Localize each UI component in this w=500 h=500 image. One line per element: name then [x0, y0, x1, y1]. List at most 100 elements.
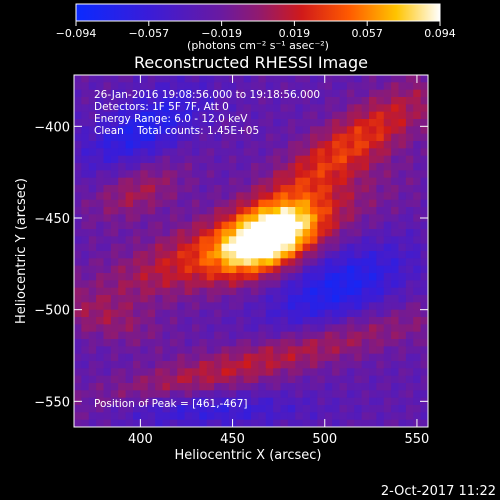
heatmap-cell	[140, 155, 149, 164]
heatmap-cell	[228, 82, 237, 91]
heatmap-cell	[221, 368, 230, 377]
heatmap-cell	[140, 119, 149, 127]
heatmap-cell	[324, 82, 333, 91]
heatmap-cell	[96, 405, 104, 413]
heatmap-cell	[162, 324, 171, 333]
heatmap-cell	[324, 243, 333, 252]
heatmap-cell	[103, 317, 112, 325]
heatmap-cell	[155, 302, 163, 311]
heatmap-cell	[88, 163, 97, 171]
heatmap-cell	[118, 295, 127, 303]
heatmap-cell	[405, 251, 414, 259]
heatmap-cell	[413, 390, 422, 399]
heatmap-cell	[369, 280, 377, 289]
heatmap-cell	[206, 185, 215, 193]
heatmap-cell	[398, 251, 407, 259]
heatmap-cell	[169, 251, 178, 259]
heatmap-cell	[376, 324, 385, 333]
heatmap-cell	[192, 199, 200, 208]
heatmap-cell	[125, 199, 134, 208]
heatmap-cell	[74, 295, 82, 303]
heatmap-cell	[339, 353, 348, 362]
heatmap-cell	[398, 229, 407, 237]
heatmap-cell	[354, 119, 363, 127]
heatmap-cell	[273, 353, 281, 362]
x-tick-label: 400	[128, 432, 153, 447]
heatmap-cell	[133, 75, 141, 83]
heatmap-cell	[398, 273, 407, 281]
heatmap-cell	[273, 368, 281, 377]
heatmap-cell	[88, 295, 97, 303]
heatmap-cell	[310, 185, 318, 193]
heatmap-cell	[332, 375, 340, 384]
heatmap-cell	[287, 390, 296, 399]
heatmap-cell	[162, 346, 171, 355]
heatmap-cell	[258, 229, 267, 237]
heatmap-cell	[162, 119, 171, 127]
heatmap-cell	[155, 375, 163, 384]
heatmap-cell	[413, 353, 422, 362]
heatmap-cell	[324, 331, 333, 340]
heatmap-cell	[118, 89, 127, 98]
heatmap-cell	[376, 339, 385, 347]
heatmap-cell	[405, 185, 414, 193]
heatmap-cell	[383, 280, 392, 289]
heatmap-cell	[184, 324, 193, 333]
heatmap-cell	[214, 221, 222, 230]
plot-frame	[73, 74, 429, 428]
heatmap-cell	[354, 104, 363, 113]
heatmap-cell	[317, 243, 326, 252]
heatmap-cell	[295, 390, 304, 399]
heatmap-cell	[398, 419, 407, 427]
heatmap-cell	[420, 75, 428, 83]
heatmap-cell	[74, 280, 82, 289]
heatmap-cell	[391, 221, 399, 230]
heatmap-cell	[169, 353, 178, 362]
heatmap-cell	[184, 89, 193, 98]
heatmap-cell	[405, 104, 414, 113]
y-tick-label: −550	[34, 395, 70, 410]
heatmap-cell	[206, 331, 215, 340]
heatmap-cell	[280, 339, 289, 347]
heatmap-cell	[383, 119, 392, 127]
heatmap-cell	[199, 412, 208, 421]
heatmap-cell	[155, 273, 163, 281]
heatmap-cell	[383, 89, 392, 98]
heatmap-cell	[192, 82, 200, 91]
heatmap-cell	[81, 97, 90, 105]
heatmap-cell	[199, 419, 208, 427]
heatmap-cell	[103, 97, 112, 105]
heatmap-cell	[236, 163, 245, 171]
heatmap-cell	[192, 126, 200, 135]
heatmap-cell	[169, 258, 178, 267]
heatmap-cell	[346, 214, 355, 223]
heatmap-cell	[287, 317, 296, 325]
heatmap-cell	[214, 111, 222, 120]
heatmap-cell	[74, 302, 82, 311]
heatmap-cell	[354, 419, 363, 427]
heatmap-cell	[258, 141, 267, 149]
heatmap-cell	[155, 339, 163, 347]
heatmap-cell	[346, 126, 355, 135]
heatmap-cell	[302, 397, 311, 406]
heatmap-cell	[103, 192, 112, 201]
y-tick-label: −400	[34, 120, 70, 135]
heatmap-cell	[133, 177, 141, 186]
heatmap-cell	[169, 192, 178, 201]
heatmap-cell	[192, 368, 200, 377]
heatmap-cell	[236, 353, 245, 362]
heatmap-cell	[110, 163, 119, 171]
heatmap-cell	[155, 331, 163, 340]
heatmap-cell	[169, 302, 178, 311]
heatmap-cell	[140, 302, 149, 311]
heatmap-cell	[118, 251, 127, 259]
heatmap-cell	[81, 177, 90, 186]
heatmap-cell	[110, 170, 119, 179]
heatmap-cell	[140, 89, 149, 98]
heatmap-cell	[177, 163, 186, 171]
heatmap-cell	[339, 339, 348, 347]
heatmap-cell	[169, 126, 178, 135]
heatmap-cell	[118, 104, 127, 113]
heatmap-cell	[310, 383, 318, 391]
heatmap-cell	[236, 207, 245, 215]
